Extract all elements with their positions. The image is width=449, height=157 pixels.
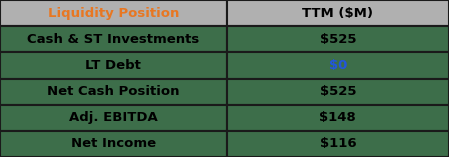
Bar	[227, 26, 449, 52]
Text: Cash & ST Investments: Cash & ST Investments	[27, 33, 199, 46]
Bar	[0, 0, 227, 26]
Text: Liquidity Position: Liquidity Position	[48, 7, 179, 20]
Bar	[227, 78, 449, 105]
Bar	[0, 105, 227, 131]
Text: Net Income: Net Income	[71, 137, 156, 150]
Bar	[227, 0, 449, 26]
Text: $116: $116	[320, 137, 356, 150]
Text: $525: $525	[320, 85, 356, 98]
Text: $0: $0	[329, 59, 347, 72]
Bar	[227, 52, 449, 78]
Text: $525: $525	[320, 33, 356, 46]
Text: Adj. EBITDA: Adj. EBITDA	[69, 111, 158, 124]
Bar	[227, 105, 449, 131]
Text: $148: $148	[320, 111, 356, 124]
Bar	[0, 52, 227, 78]
Bar	[0, 131, 227, 157]
Bar	[0, 26, 227, 52]
Text: Net Cash Position: Net Cash Position	[47, 85, 180, 98]
Bar	[227, 131, 449, 157]
Text: LT Debt: LT Debt	[85, 59, 141, 72]
Text: TTM ($M): TTM ($M)	[302, 7, 374, 20]
Bar	[0, 78, 227, 105]
